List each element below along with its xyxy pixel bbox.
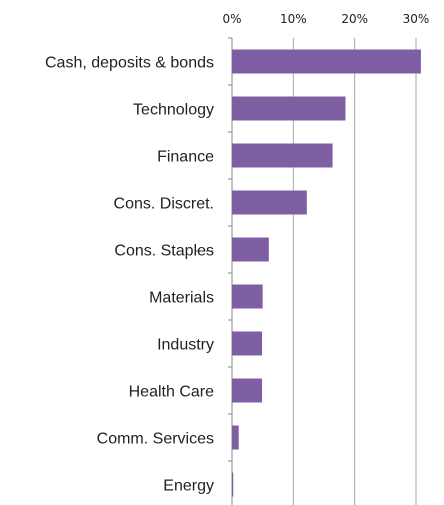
bar-1 <box>232 96 346 121</box>
category-label-4: Cons. Staples <box>114 243 214 260</box>
bar-3 <box>232 190 307 215</box>
bar-0 <box>232 49 421 74</box>
x-tick-labels: 0% 10% 20% 30% <box>222 12 429 26</box>
category-label-7: Health Care <box>129 384 214 401</box>
bar-5 <box>232 284 263 309</box>
category-label-5: Materials <box>149 290 214 307</box>
x-tick-label-10: 10% <box>280 12 307 26</box>
bar-4 <box>232 237 269 262</box>
category-label-3: Cons. Discret. <box>114 196 214 213</box>
bar-2 <box>232 143 333 168</box>
category-label-1: Technology <box>133 102 214 119</box>
category-label-2: Finance <box>157 149 214 166</box>
bars <box>232 49 421 497</box>
category-label-0: Cash, deposits & bonds <box>45 55 214 72</box>
x-tick-label-0: 0% <box>222 12 241 26</box>
category-label-8: Comm. Services <box>97 431 214 448</box>
category-label-6: Industry <box>157 337 214 354</box>
y-axis-ticks <box>228 37 232 462</box>
bar-7 <box>232 378 263 403</box>
category-labels: Cash, deposits & bonds Technology Finance C… <box>45 55 214 495</box>
bar-8 <box>232 425 239 450</box>
x-tick-label-30: 30% <box>403 12 430 26</box>
category-label-9: Energy <box>163 478 214 495</box>
x-tick-label-20: 20% <box>341 12 368 26</box>
bar-6 <box>232 331 263 356</box>
bar-9 <box>232 472 234 497</box>
